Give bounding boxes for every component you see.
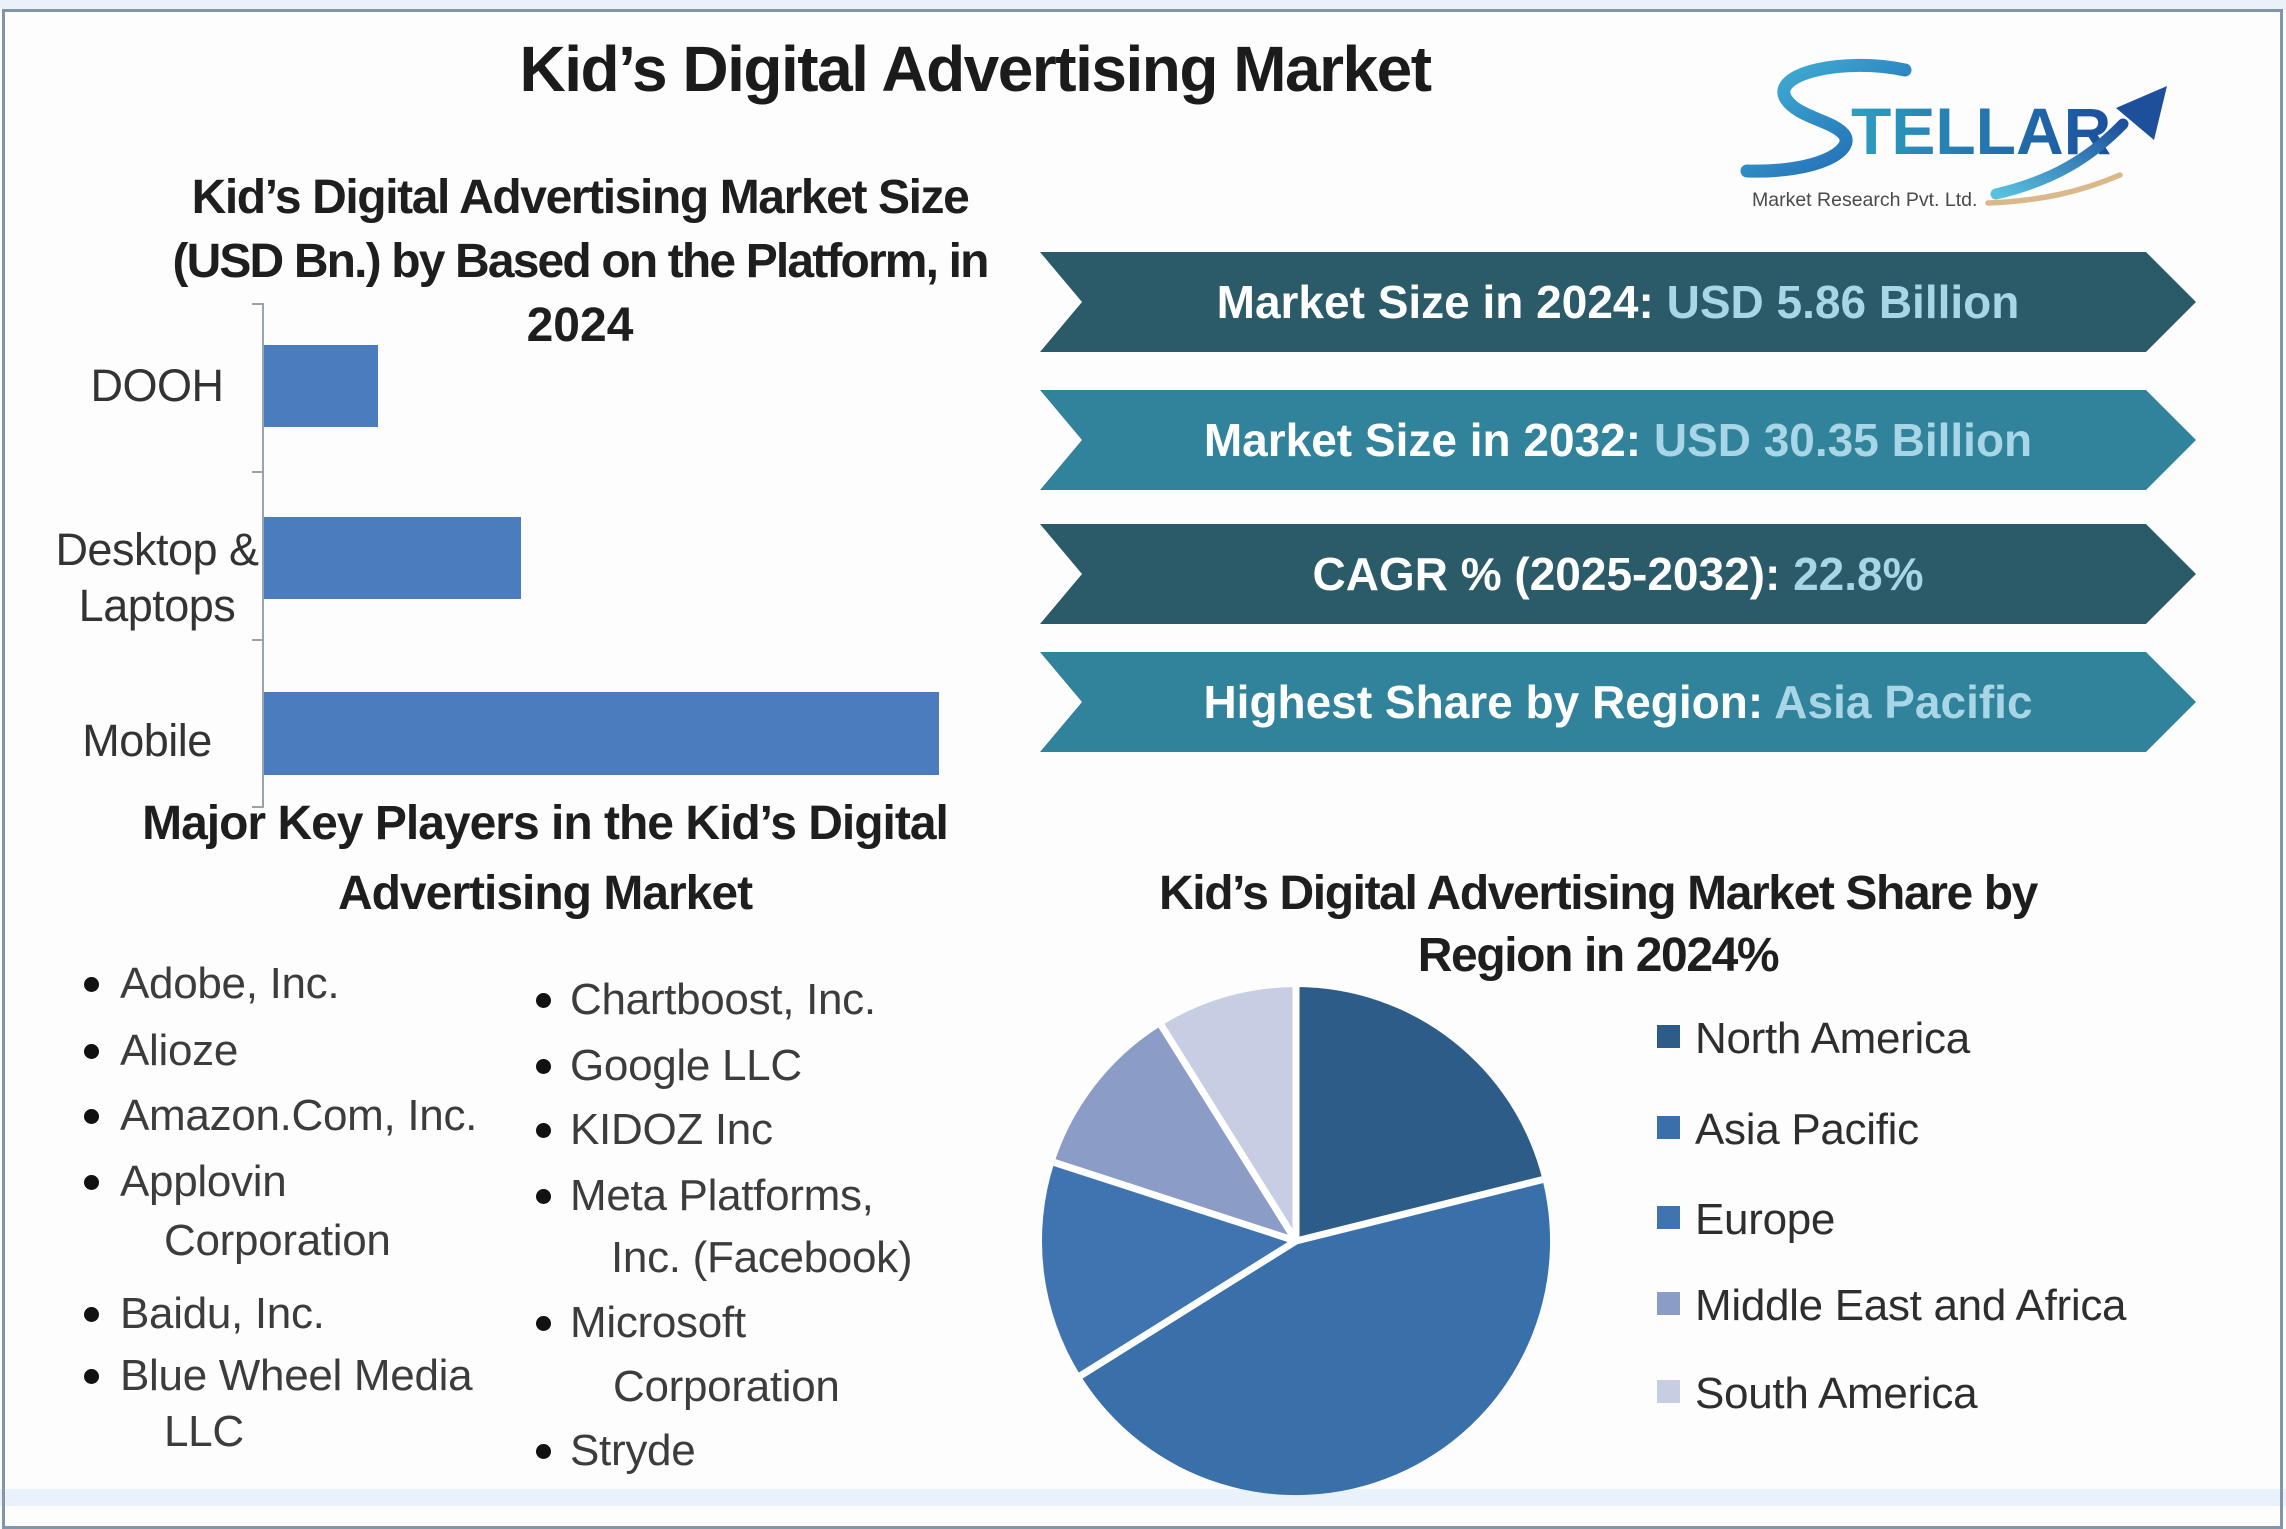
svg-text:Market Research Pvt. Ltd.: Market Research Pvt. Ltd. [1752, 189, 1977, 211]
svg-text:TELLAR: TELLAR [1851, 94, 2111, 168]
